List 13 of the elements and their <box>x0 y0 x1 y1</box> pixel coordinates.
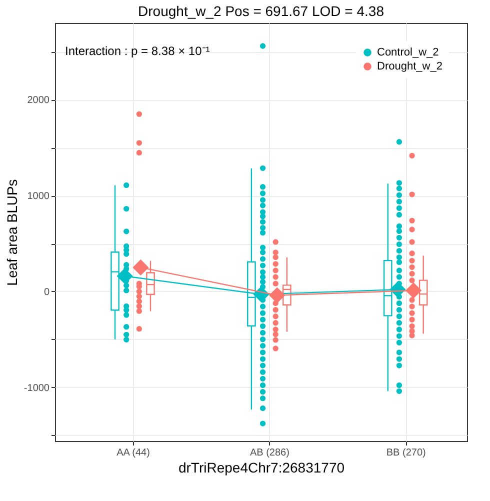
x-tick-label: BB (270) <box>386 448 426 458</box>
x-tick-label: AB (286) <box>250 448 290 458</box>
y-tick-label: 2000 <box>27 95 50 106</box>
y-axis-title: Leaf area BLUPs <box>4 179 20 286</box>
legend-label: Drought_w_2 <box>377 60 442 72</box>
x-axis-title: drTriRepe4Chr7:26831770 <box>178 460 345 476</box>
legend-label: Control_w_2 <box>377 46 439 58</box>
y-tick-label: 1000 <box>27 191 50 202</box>
annotation: Interaction : p = 8.38 × 10⁻¹ <box>65 44 210 58</box>
x-tick-label: AA (44) <box>116 448 150 458</box>
y-tick-label: 0 <box>44 286 50 298</box>
y-tick-label: -1000 <box>24 382 50 394</box>
chart-title: Drought_w_2 Pos = 691.67 LOD = 4.38 <box>138 3 384 19</box>
